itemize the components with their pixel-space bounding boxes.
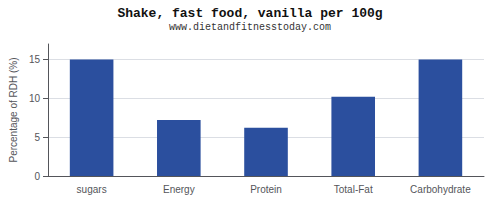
svg-text:Total-Fat: Total-Fat bbox=[334, 184, 373, 195]
svg-text:sugars: sugars bbox=[77, 184, 107, 195]
svg-text:10: 10 bbox=[29, 93, 41, 104]
svg-text:Protein: Protein bbox=[250, 184, 282, 195]
svg-text:Shake, fast food, vanilla per: Shake, fast food, vanilla per 100g bbox=[117, 6, 382, 21]
svg-text:5: 5 bbox=[34, 132, 40, 143]
svg-text:Percentage of RDH (%): Percentage of RDH (%) bbox=[8, 57, 19, 162]
svg-text:www.dietandfitnesstoday.com: www.dietandfitnesstoday.com bbox=[169, 22, 331, 33]
svg-text:Energy: Energy bbox=[163, 184, 195, 195]
svg-text:0: 0 bbox=[34, 171, 40, 182]
svg-text:Carbohydrate: Carbohydrate bbox=[410, 184, 471, 195]
svg-text:15: 15 bbox=[29, 54, 41, 65]
